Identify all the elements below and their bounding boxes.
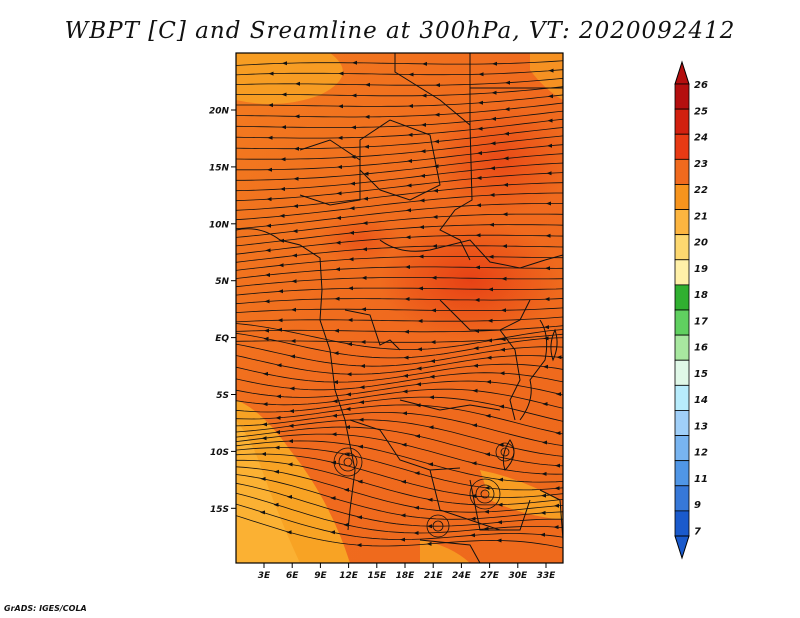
colorbar-swatch	[674, 435, 690, 462]
colorbar-label: 18	[694, 290, 708, 301]
colorbar-label: 19	[694, 264, 708, 275]
longitude-label: 30E	[508, 571, 528, 581]
colorbar-label: 21	[694, 211, 708, 222]
colorbar-label: 15	[694, 369, 708, 380]
colorbar-swatch	[674, 158, 690, 185]
colorbar-label: 24	[694, 133, 708, 144]
vortices	[333, 442, 515, 538]
colorbar-swatch	[674, 259, 690, 286]
latitude-label: 20N	[209, 107, 230, 117]
colorbar-swatch	[674, 309, 690, 336]
colorbar-label: 23	[694, 159, 708, 170]
colorbar-swatch	[674, 83, 690, 110]
latitude-label: 15S	[210, 505, 229, 515]
longitude-label: 6E	[286, 571, 299, 581]
latitude-label: 5S	[216, 391, 229, 401]
colorbar-swatch	[674, 510, 690, 537]
colorbar-swatch	[674, 460, 690, 487]
streamlines	[236, 60, 563, 549]
colorbar-label: 16	[694, 343, 708, 354]
longitude-label: 15E	[367, 571, 387, 581]
colorbar-label: 12	[694, 448, 708, 459]
colorbar-swatch	[674, 384, 690, 411]
wbpt-shading	[236, 53, 563, 563]
colorbar-swatch	[674, 133, 690, 160]
colorbar-swatch	[674, 485, 690, 512]
longitude-label: 18E	[396, 571, 416, 581]
chart-title: WBPT [C] and Sreamline at 300hPa, VT: 20…	[64, 18, 736, 44]
colorbar-label: 7	[694, 526, 701, 537]
map-frame	[235, 52, 564, 564]
colorbar-swatch	[674, 359, 690, 386]
colorbar-swatch	[674, 209, 690, 236]
colorbar-label: 11	[694, 474, 708, 485]
colorbar-label: 13	[694, 421, 708, 432]
colorbar: 26 25 24 23 22 21 20 19 18 17 16 15 14 13 12 11 9 7	[674, 60, 708, 560]
colorbar-swatch	[674, 284, 690, 311]
longitude-label: 12E	[339, 571, 359, 581]
colorbar-swatch	[674, 108, 690, 135]
colorbar-swatch	[674, 184, 690, 210]
colorbar-swatch	[674, 410, 690, 436]
latitude-label: 10S	[210, 448, 229, 458]
longitude-label: 3E	[258, 571, 271, 581]
latitude-label: 15N	[209, 163, 230, 173]
colorbar-swatch	[674, 234, 690, 261]
colorbar-label: 22	[694, 185, 708, 196]
longitude-label: 21E	[424, 571, 444, 581]
latitude-label: EQ	[215, 334, 229, 344]
colorbar-max-arrow	[674, 60, 690, 85]
streamline-arrows	[260, 60, 562, 548]
longitude-label: 24E	[452, 571, 472, 581]
colorbar-label: 14	[694, 395, 708, 406]
colorbar-swatch	[674, 334, 690, 361]
colorbar-label: 9	[694, 500, 701, 511]
grads-credit: GrADS: IGES/COLA	[4, 604, 87, 613]
latitude-axis: 20N 15N 10N 5N EQ 5S 10S 15S	[209, 107, 236, 515]
longitude-axis: 3E 6E 9E 12E 15E 18E 21E 24E 27E 30E 33E	[258, 563, 556, 581]
colorbar-label: 17	[694, 316, 708, 327]
colorbar-label: 25	[694, 106, 708, 117]
colorbar-label: 20	[694, 238, 708, 249]
longitude-label: 27E	[480, 571, 500, 581]
longitude-label: 33E	[537, 571, 557, 581]
colorbar-min-arrow	[674, 535, 690, 560]
colorbar-label: 26	[694, 80, 708, 91]
latitude-label: 10N	[209, 220, 230, 230]
latitude-label: 5N	[215, 277, 229, 287]
longitude-label: 9E	[314, 571, 327, 581]
